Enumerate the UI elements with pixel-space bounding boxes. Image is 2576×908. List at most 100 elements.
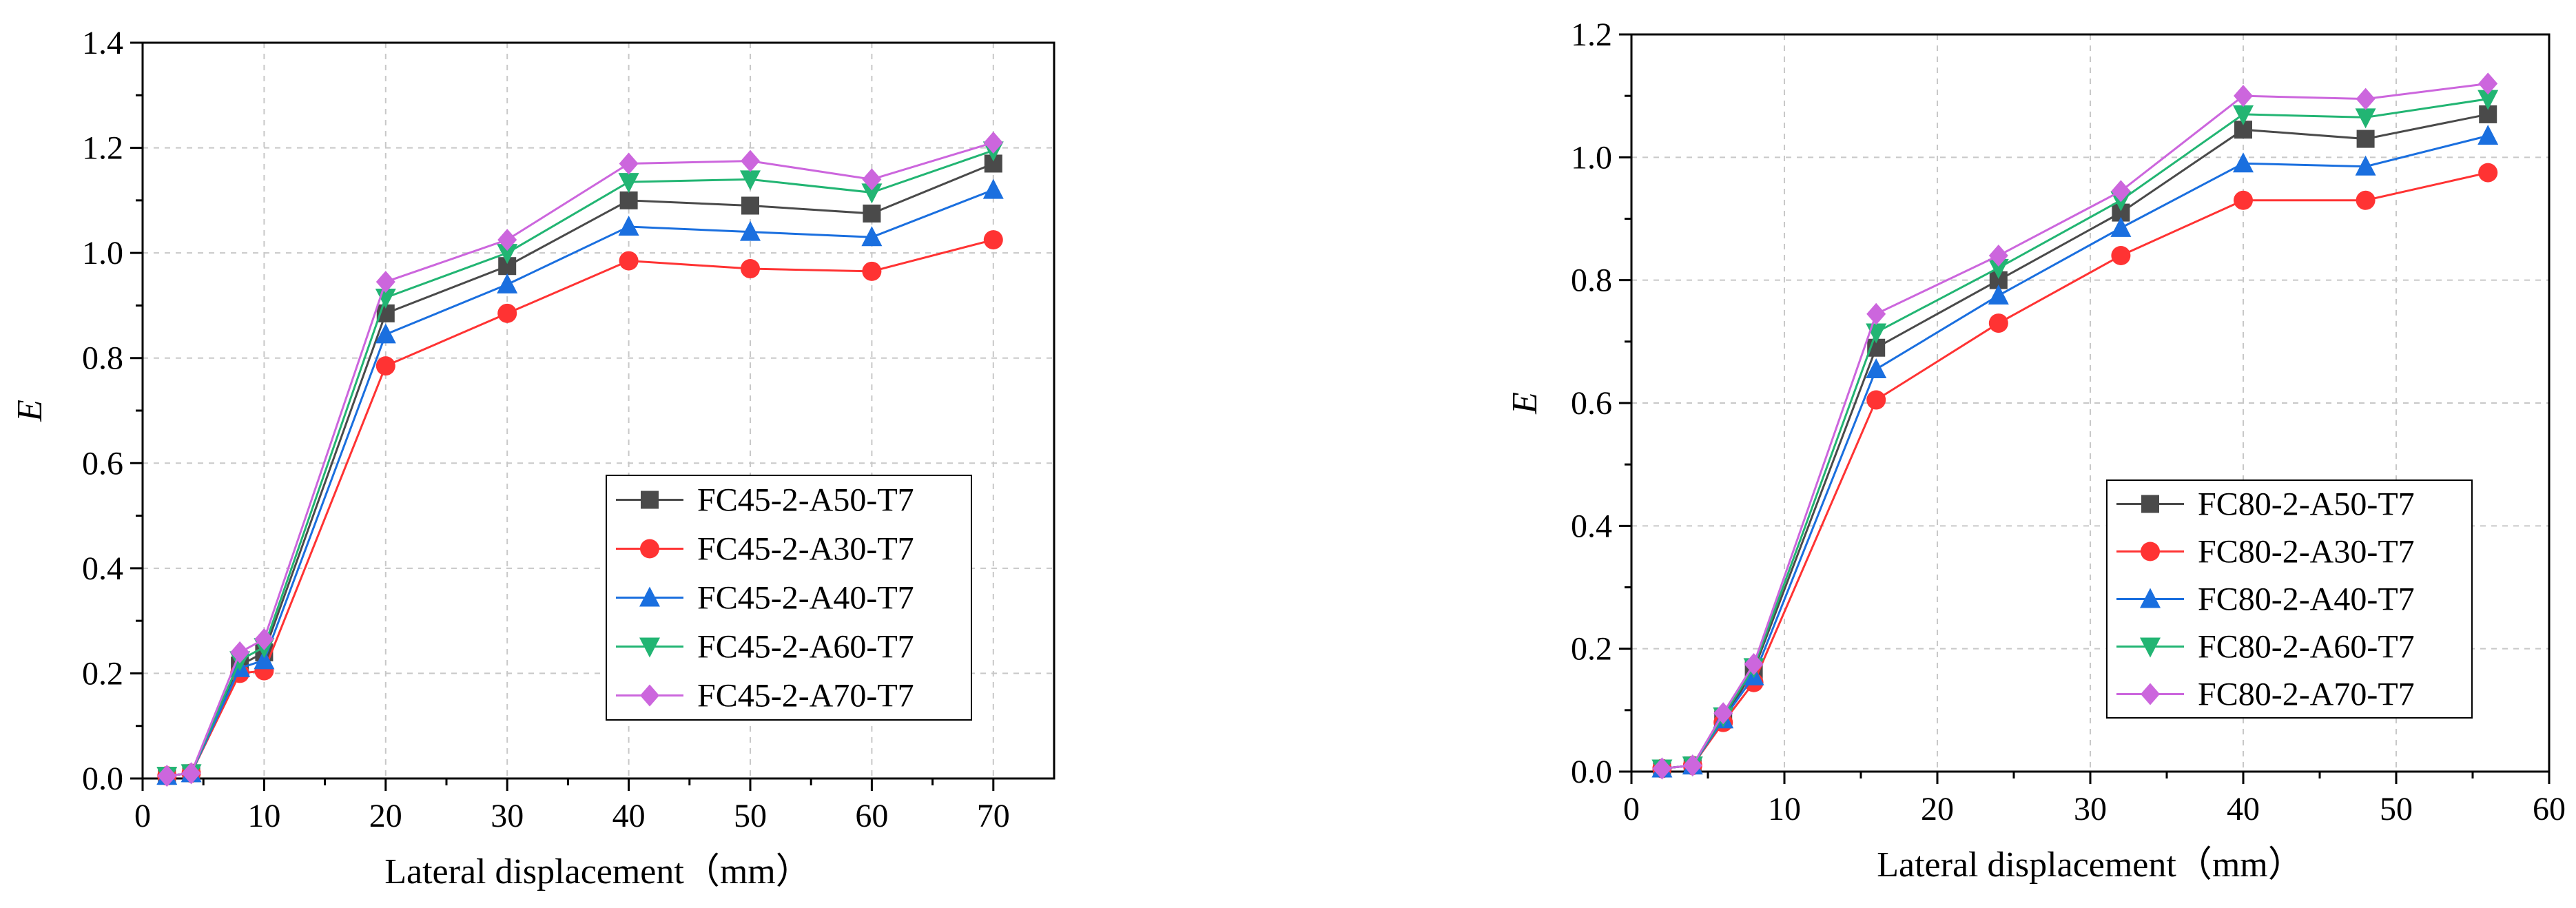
data-point xyxy=(618,216,639,236)
data-point xyxy=(619,251,639,271)
data-point xyxy=(618,173,639,194)
legend-label: FC80-2-A50-T7 xyxy=(2198,486,2415,523)
y-tick-label: 0.0 xyxy=(82,761,123,797)
legend-marker xyxy=(639,637,660,658)
y-tick-label: 1.0 xyxy=(82,235,123,271)
series-line xyxy=(167,141,994,777)
series-line xyxy=(167,238,994,777)
data-point xyxy=(1988,245,2008,267)
data-point xyxy=(861,226,883,247)
x-tick-label: 0 xyxy=(1623,791,1640,827)
legend-label: FC45-2-A40-T7 xyxy=(697,580,914,617)
legend-entry: FC80-2-A50-T7 xyxy=(2116,486,2415,523)
data-point xyxy=(619,191,638,209)
data-point xyxy=(2111,180,2131,203)
x-tick-label: 0 xyxy=(134,798,151,834)
data-point xyxy=(1866,302,1886,325)
data-point xyxy=(1988,313,2008,333)
data-point xyxy=(1866,358,1887,378)
series-line xyxy=(167,189,994,777)
data-point xyxy=(741,196,759,215)
data-point xyxy=(861,183,883,204)
data-point xyxy=(2477,125,2499,145)
y-tick-label: 1.4 xyxy=(82,25,123,61)
legend-label: FC80-2-A30-T7 xyxy=(2198,534,2415,570)
legend-marker xyxy=(2140,637,2161,658)
data-point xyxy=(2356,87,2376,110)
data-point xyxy=(157,765,177,787)
legend-entry: FC80-2-A60-T7 xyxy=(2116,629,2415,665)
legend-marker xyxy=(640,684,659,707)
legend-label: FC80-2-A40-T7 xyxy=(2198,581,2415,618)
data-point xyxy=(497,229,517,251)
data-point xyxy=(982,178,1004,199)
data-point xyxy=(230,641,250,663)
legend-label: FC80-2-A70-T7 xyxy=(2198,677,2415,713)
data-point xyxy=(2355,108,2376,129)
legend-label: FC45-2-A70-T7 xyxy=(697,678,914,714)
data-point xyxy=(740,170,761,191)
data-point xyxy=(983,230,1003,250)
x-tick-label: 40 xyxy=(2227,791,2260,827)
x-tick-label: 50 xyxy=(734,798,767,834)
data-point xyxy=(375,271,395,293)
y-tick-label: 1.2 xyxy=(82,130,123,167)
data-point xyxy=(1682,754,1702,777)
data-point xyxy=(497,273,518,293)
chart-panel-right: 0 10 20 30 40 50 60 0.0 0.2 0.4 0.6 0.8 1.0 1.2 Latera… xyxy=(1505,17,2566,885)
legend-marker xyxy=(641,491,659,509)
legend-marker xyxy=(2141,683,2160,705)
y-tick-label: 1.2 xyxy=(1571,17,1612,53)
series-line xyxy=(1662,82,2489,770)
series-line xyxy=(167,149,994,777)
data-point xyxy=(2478,163,2498,183)
legend-entry: FC45-2-A40-T7 xyxy=(616,580,914,617)
x-tick-label: 20 xyxy=(1921,791,1954,827)
x-tick-label: 60 xyxy=(2533,791,2566,827)
data-point xyxy=(862,261,882,281)
legend-entry: FC80-2-A70-T7 xyxy=(2116,677,2415,713)
data-point xyxy=(2111,246,2131,265)
data-point xyxy=(181,762,201,785)
y-axis-title: E xyxy=(10,400,50,422)
data-point xyxy=(619,152,639,175)
legend-entry: FC45-2-A70-T7 xyxy=(616,678,914,714)
legend-label: FC45-2-A60-T7 xyxy=(697,629,914,665)
x-tick-label: 60 xyxy=(855,798,888,834)
y-tick-label: 0.2 xyxy=(82,655,123,692)
data-point xyxy=(375,288,396,309)
data-point xyxy=(983,131,1003,154)
data-point xyxy=(741,149,760,172)
y-tick-label: 0.4 xyxy=(82,550,123,587)
data-point xyxy=(1652,757,1672,780)
legend-entry: FC80-2-A40-T7 xyxy=(2116,581,2415,618)
data-point xyxy=(1866,390,1886,410)
x-tick-label: 70 xyxy=(977,798,1010,834)
legend-label: FC80-2-A60-T7 xyxy=(2198,629,2415,665)
x-tick-label: 30 xyxy=(491,798,524,834)
legend: FC45-2-A50-T7 FC45-2-A30-T7 FC45-2-A40-T7 F… xyxy=(606,475,972,721)
data-point xyxy=(1744,652,1764,675)
data-point xyxy=(2234,85,2253,107)
data-point xyxy=(2110,216,2132,237)
chart-panel-left: 0 10 20 30 40 50 60 70 0.0 0.2 0.4 0.6 0.8 1.0 1.2 1.4 L… xyxy=(10,25,1055,891)
y-tick-label: 0.6 xyxy=(1571,385,1612,422)
legend-marker xyxy=(640,539,659,559)
x-tick-label: 40 xyxy=(612,798,646,834)
data-point xyxy=(375,356,395,376)
y-tick-label: 0.0 xyxy=(1571,754,1612,790)
data-point xyxy=(375,323,396,344)
y-tick-label: 1.0 xyxy=(1571,139,1612,176)
legend-marker xyxy=(639,586,660,607)
data-point xyxy=(1988,284,2009,305)
legend-entry: FC80-2-A30-T7 xyxy=(2116,534,2415,570)
series-FC80-2-A70-T7 xyxy=(1652,72,2498,780)
data-point xyxy=(2233,105,2254,125)
legend: FC80-2-A50-T7 FC80-2-A30-T7 FC80-2-A40-T7 F… xyxy=(2106,479,2473,719)
y-axis-title: E xyxy=(1505,392,1545,415)
x-tick-label: 10 xyxy=(247,798,280,834)
legend-label: FC45-2-A50-T7 xyxy=(697,482,914,519)
x-tick-label: 50 xyxy=(2380,791,2413,827)
data-point xyxy=(2356,190,2376,210)
